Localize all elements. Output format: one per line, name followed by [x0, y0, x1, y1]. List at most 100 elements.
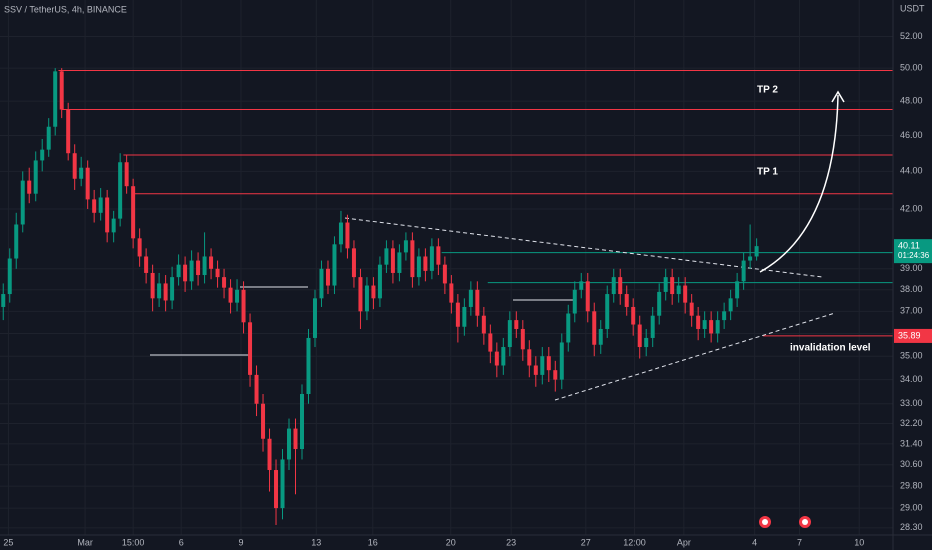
x-tick-label: 9	[238, 537, 243, 547]
candle-body	[631, 306, 636, 325]
candle-body	[364, 285, 369, 312]
candle-body	[325, 268, 330, 286]
candle-body	[442, 264, 447, 284]
candle-body	[715, 320, 720, 334]
candle-body	[85, 167, 90, 200]
candle-body	[475, 289, 480, 316]
candle-body	[79, 167, 84, 179]
candle-body	[183, 264, 188, 282]
chart-title: SSV / TetherUS, 4h, BINANCE	[4, 4, 127, 14]
arrow	[759, 94, 839, 273]
x-tick-label: 4	[752, 537, 757, 547]
y-tick-label: 38.00	[900, 284, 923, 294]
candle-body	[202, 256, 207, 276]
candle-body	[644, 337, 649, 348]
x-tick-label: 16	[368, 537, 378, 547]
grid	[0, 0, 893, 535]
candle-body	[605, 294, 610, 329]
candle-body	[209, 256, 214, 269]
y-tick-label: 52.00	[900, 31, 923, 41]
candle-body	[1, 294, 6, 307]
candle-body	[59, 71, 64, 110]
candle-body	[429, 246, 434, 271]
candle-body	[241, 289, 246, 323]
candle-body	[423, 256, 428, 271]
candle-body	[14, 224, 19, 259]
candle-body	[287, 428, 292, 460]
candle-body	[741, 260, 746, 282]
x-tick-label: 20	[446, 537, 456, 547]
candle-body	[507, 320, 512, 348]
candle-body	[176, 264, 181, 278]
candle-body	[618, 277, 623, 295]
invalidation-tag	[894, 328, 932, 343]
y-tick-label: 35.00	[900, 351, 923, 361]
candle-body	[280, 459, 285, 509]
candle-body	[7, 258, 12, 295]
candle-body	[274, 470, 279, 509]
candle-body	[53, 71, 58, 127]
candle-body	[455, 302, 460, 327]
candle-body	[663, 277, 668, 292]
candle-body	[650, 315, 655, 338]
candle-body	[572, 289, 577, 314]
countdown-label: 01:24:36	[898, 251, 930, 260]
candle-body	[527, 349, 532, 366]
candle-body	[481, 315, 486, 334]
candle-body	[754, 246, 759, 257]
candle-body	[358, 277, 363, 312]
candle-body	[592, 311, 597, 345]
candle-body	[345, 222, 350, 249]
candle-body	[579, 281, 584, 290]
unit-label: USDT	[900, 3, 925, 13]
candle-body	[520, 328, 525, 350]
candle-body	[215, 268, 220, 278]
x-tick-label: 7	[797, 537, 802, 547]
last-price-label: 40.11	[898, 241, 920, 251]
candle-body	[696, 315, 701, 329]
candle-body	[111, 218, 116, 233]
candle-body	[384, 248, 389, 265]
y-tick-label: 48.00	[900, 95, 923, 105]
arrow-head	[831, 90, 845, 103]
candle-body	[137, 238, 142, 257]
candle-body	[702, 320, 707, 329]
candle-body	[235, 289, 240, 303]
candle-body	[722, 311, 727, 321]
candle-body	[170, 277, 175, 301]
candle-body	[33, 160, 38, 194]
candle-body	[657, 291, 662, 316]
candle-body	[598, 328, 603, 345]
candle-body	[533, 365, 538, 375]
candle-body	[468, 289, 473, 307]
event-icon-inner	[802, 519, 808, 525]
candle-body	[20, 180, 25, 225]
y-tick-label: 30.60	[900, 459, 923, 469]
candle-body	[566, 313, 571, 343]
candles	[1, 68, 759, 525]
candle-body	[514, 320, 519, 329]
event-icons	[759, 516, 811, 528]
x-tick-label: Apr	[677, 537, 691, 547]
candle-body	[488, 333, 493, 352]
candle-body	[40, 149, 45, 161]
candle-body	[637, 324, 642, 348]
candle-body	[624, 294, 629, 307]
x-tick-label: 13	[311, 537, 321, 547]
candle-body	[228, 287, 233, 303]
candle-body	[46, 126, 51, 150]
candle-body	[410, 240, 415, 278]
last-price-tag	[894, 239, 932, 264]
candle-body	[553, 370, 558, 380]
candle-body	[189, 260, 194, 282]
invalidation-price-label: 35.89	[898, 330, 921, 340]
candle-body	[163, 283, 168, 301]
candle-body	[709, 320, 714, 334]
candle-body	[72, 153, 77, 179]
candle-body	[319, 268, 324, 299]
candle-body	[676, 285, 681, 295]
y-tick-label: 29.00	[900, 502, 923, 512]
